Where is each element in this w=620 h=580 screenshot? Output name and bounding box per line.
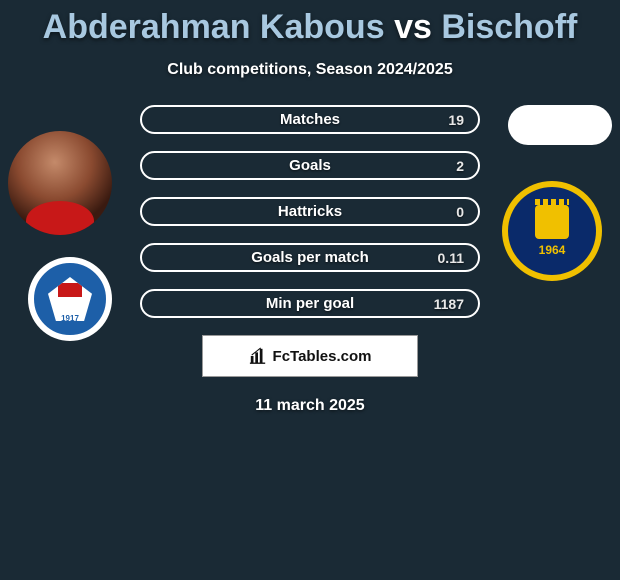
source-text: FcTables.com — [273, 348, 372, 365]
bar-chart-icon — [249, 347, 267, 365]
stat-label: Hattricks — [278, 203, 342, 220]
stat-right-value: 1187 — [434, 296, 464, 312]
player2-avatar — [508, 105, 612, 145]
stat-label: Matches — [280, 111, 340, 128]
player2-name: Bischoff — [441, 8, 577, 46]
snapshot-date: 11 march 2025 — [0, 397, 620, 415]
player1-club-badge — [28, 257, 112, 341]
stat-right-value: 0.11 — [438, 250, 464, 266]
tower-icon — [535, 205, 569, 239]
source-badge[interactable]: FcTables.com — [202, 335, 418, 377]
stat-right-value: 2 — [456, 158, 464, 174]
stat-label: Min per goal — [266, 295, 354, 312]
stats-list: Matches 19 Goals 2 Hattricks 0 Goals per… — [140, 101, 480, 318]
club-crest-shape — [48, 277, 92, 321]
stat-row-matches: Matches 19 — [140, 105, 480, 134]
main-content: 1964 Matches 19 Goals 2 Hattricks 0 Goal… — [0, 101, 620, 415]
stat-label: Goals — [289, 157, 331, 174]
stat-row-hattricks: Hattricks 0 — [140, 197, 480, 226]
player1-name: Abderahman Kabous — [43, 8, 385, 46]
stat-row-min-per-goal: Min per goal 1187 — [140, 289, 480, 318]
stat-row-goals: Goals 2 — [140, 151, 480, 180]
castle-icon — [58, 283, 82, 297]
vs-separator: vs — [394, 8, 432, 46]
player2-club-badge: 1964 — [502, 181, 602, 281]
stat-row-goals-per-match: Goals per match 0.11 — [140, 243, 480, 272]
stat-label: Goals per match — [251, 249, 369, 266]
stat-right-value: 19 — [448, 112, 464, 128]
comparison-title: Abderahman Kabous vs Bischoff — [0, 0, 620, 47]
club-year: 1964 — [539, 243, 566, 257]
player1-avatar — [8, 131, 112, 235]
season-subtitle: Club competitions, Season 2024/2025 — [0, 61, 620, 79]
stat-right-value: 0 — [456, 204, 464, 220]
